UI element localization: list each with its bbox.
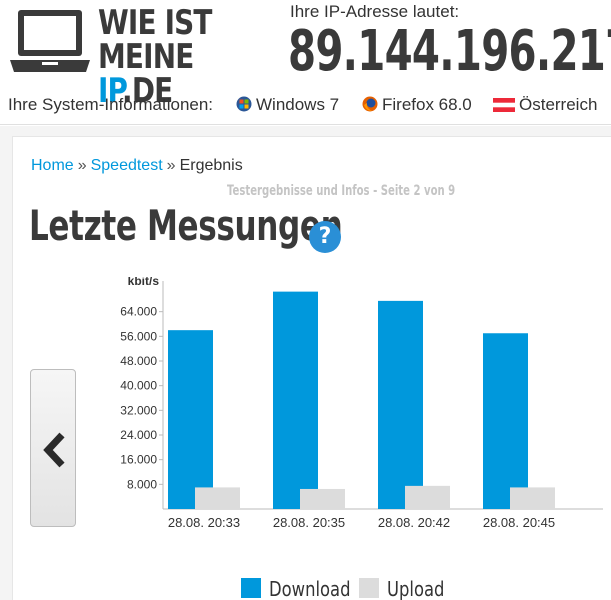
y-axis-label: kbit/s xyxy=(128,277,160,288)
breadcrumb-separator: » xyxy=(77,157,87,174)
x-tick-label: 28.08. 20:42 xyxy=(378,515,450,530)
y-tick-label: 48.000 xyxy=(120,354,157,368)
chevron-left-icon xyxy=(43,432,65,468)
austria-flag-icon xyxy=(493,98,515,112)
logo-line2: MEINE IP.DE xyxy=(98,40,229,108)
download-bar xyxy=(273,291,318,509)
x-tick-label: 28.08. 20:45 xyxy=(483,515,555,530)
logo-text: WIE IST MEINE IP.DE xyxy=(98,6,229,108)
system-info-label: Ihre System-Informationen: xyxy=(8,95,214,114)
upload-bar xyxy=(510,487,555,509)
y-tick-label: 16.000 xyxy=(120,453,157,467)
logo-line2-a: MEINE xyxy=(98,37,194,77)
content-panel: Home» Speedtest» Ergebnis Testergebnisse u… xyxy=(0,126,611,600)
ip-label: Ihre IP-Adresse lautet: xyxy=(290,2,460,21)
legend-download-label: Download xyxy=(269,577,351,600)
y-tick-label: 64.000 xyxy=(120,305,157,319)
legend-download-swatch xyxy=(241,578,261,598)
logo-line2-ip: IP xyxy=(98,71,123,111)
page-title: Letzte Messungen xyxy=(29,201,343,250)
breadcrumb-home-link[interactable]: Home xyxy=(31,157,74,174)
x-tick-label: 28.08. 20:35 xyxy=(273,515,345,530)
help-button[interactable]: ? xyxy=(309,221,341,253)
laptop-icon xyxy=(10,10,90,72)
browser-info: Firefox 68.0 xyxy=(362,95,472,115)
y-tick-label: 32.000 xyxy=(120,403,157,417)
upload-bar xyxy=(300,488,345,509)
country-info: Österreich xyxy=(493,95,597,115)
windows7-icon xyxy=(236,96,252,112)
browser-name: Firefox 68.0 xyxy=(382,95,472,114)
content-card: Home» Speedtest» Ergebnis Testergebnisse u… xyxy=(12,136,611,600)
page-info: Testergebnisse und Infos - Seite 2 von 9 xyxy=(227,183,456,199)
y-tick-label: 56.000 xyxy=(120,329,157,343)
breadcrumb-separator: » xyxy=(166,157,176,174)
logo-line2-tld: .DE xyxy=(122,71,173,111)
upload-bar xyxy=(405,485,450,509)
x-tick-label: 28.08. 20:33 xyxy=(168,515,240,530)
ip-address: 89.144.196.217 xyxy=(288,19,611,84)
breadcrumb-speedtest-link[interactable]: Speedtest xyxy=(90,157,163,174)
firefox-icon xyxy=(362,96,378,112)
country-name: Österreich xyxy=(519,95,598,114)
legend-upload-swatch xyxy=(359,578,379,598)
y-tick-label: 24.000 xyxy=(120,428,157,442)
speed-chart: kbit/s 8.000 16.000 24.000 32.000 40.000 48.00… xyxy=(120,277,603,530)
breadcrumb-current: Ergebnis xyxy=(179,157,243,174)
download-bar xyxy=(168,330,213,509)
os-info: Windows 7 xyxy=(236,95,339,115)
site-header: WIE IST MEINE IP.DE Ihre IP-Adresse laut… xyxy=(0,0,611,125)
download-bar xyxy=(378,300,423,509)
breadcrumb: Home» Speedtest» Ergebnis xyxy=(31,157,243,175)
legend-upload: Upload xyxy=(359,577,457,600)
os-name: Windows 7 xyxy=(256,95,340,114)
y-tick-label: 8.000 xyxy=(127,477,157,491)
download-bar xyxy=(483,333,528,509)
previous-page-button[interactable] xyxy=(30,369,76,527)
upload-bar xyxy=(195,487,240,509)
legend-upload-label: Upload xyxy=(387,577,445,600)
site-logo[interactable]: WIE IST MEINE IP.DE xyxy=(8,6,258,108)
y-tick-label: 40.000 xyxy=(120,379,157,393)
legend-download: Download xyxy=(241,577,368,600)
logo-line1: WIE IST xyxy=(98,3,212,43)
